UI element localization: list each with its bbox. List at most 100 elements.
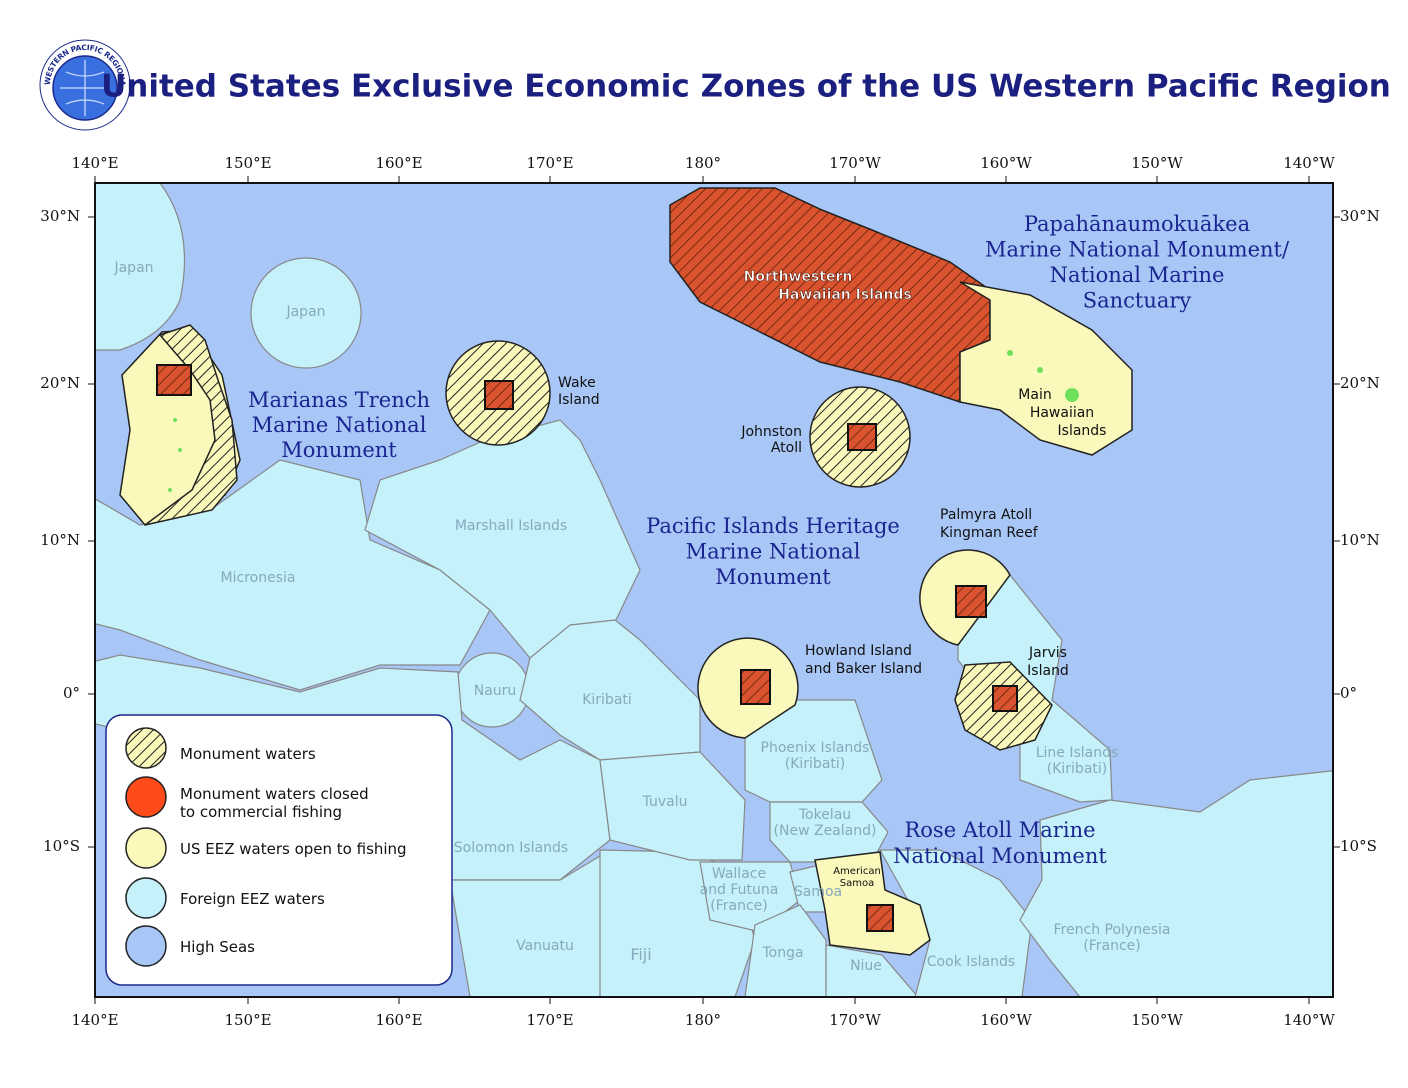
- legend-label: Foreign EEZ waters: [180, 890, 325, 908]
- legend-label-line: to commercial fishing: [180, 803, 342, 821]
- foreign-place-label: Niue: [850, 958, 882, 974]
- foreign-place-label-line: (France): [710, 898, 767, 914]
- us-place-label-line: Howland Island: [805, 643, 912, 659]
- foreign-place-label: Japan: [113, 260, 153, 276]
- foreign-place-label-line: Tuvalu: [642, 794, 688, 810]
- lat-label: 0°: [1340, 684, 1357, 702]
- legend-swatch: [125, 827, 167, 869]
- legend-box: [105, 714, 453, 986]
- lat-label: 10°S: [1340, 837, 1377, 855]
- foreign-place-label-line: Line Islands: [1036, 745, 1119, 761]
- legend: [105, 714, 453, 986]
- foreign-eez: [95, 183, 1333, 997]
- foreign-place-label-line: Nauru: [474, 683, 517, 699]
- legend-label-line: Monument waters closed: [180, 785, 369, 803]
- lon-label: 140°W: [1283, 154, 1335, 172]
- foreign-place-label: Micronesia: [221, 570, 296, 586]
- lon-label: 180°: [685, 154, 721, 172]
- monument-label-line: Marine National: [686, 539, 861, 563]
- foreign-place-label: Phoenix Islands (Kiribati): [761, 740, 870, 772]
- monument-label: Pacific Islands Heritage Marine National M…: [646, 514, 900, 589]
- lat-label: 30°N: [40, 207, 80, 225]
- foreign-place-label: Solomon Islands: [454, 840, 568, 856]
- foreign-place-label-line: (France): [1083, 938, 1140, 954]
- monument-label-line: Marine National Monument/: [985, 237, 1290, 261]
- foreign-place-label: Fiji: [630, 945, 651, 964]
- us-eez: [119, 187, 1133, 956]
- us-place-label-line: Island: [558, 392, 600, 408]
- foreign-place-label-line: Phoenix Islands: [761, 740, 870, 756]
- lon-label: 160°W: [980, 154, 1032, 172]
- lon-label: 170°E: [526, 154, 573, 172]
- foreign-place-label-line: Japan: [285, 304, 325, 320]
- us-place-label-line: Islands: [1058, 423, 1107, 439]
- foreign-place-label-line: Vanuatu: [516, 938, 574, 954]
- lon-label: 160°E: [375, 154, 422, 172]
- lon-label: 140°E: [71, 1011, 118, 1029]
- lat-label: 10°N: [40, 531, 80, 549]
- monument-label-line: Pacific Islands Heritage: [646, 514, 900, 538]
- monument-label-line: Monument: [281, 438, 397, 462]
- foreign-place-label-line: Wallace: [712, 866, 766, 882]
- us-place-label: Howland Island and Baker Island: [805, 643, 922, 677]
- legend-swatch: [125, 727, 167, 769]
- us-place-label-line: Johnston: [740, 424, 802, 440]
- us-place-label: Jarvis Island: [1027, 645, 1069, 679]
- legend-label-line: US EEZ waters open to fishing: [180, 840, 407, 858]
- monument-label-line: Sanctuary: [1083, 288, 1192, 312]
- foreign-place-label-line: Japan: [113, 260, 153, 276]
- legend-label: Monument waters: [180, 745, 316, 763]
- foreign-place-label: Vanuatu: [516, 938, 574, 954]
- lon-label: 160°E: [375, 1011, 422, 1029]
- us-place-label-line: and Baker Island: [805, 661, 922, 677]
- foreign-place-label: Tuvalu: [642, 794, 688, 810]
- foreign-place-label: Marshall Islands: [455, 518, 567, 534]
- monument-label-line: Marianas Trench: [248, 388, 430, 412]
- lat-label: 10°S: [43, 837, 80, 855]
- foreign-place-label: Wallace and Futuna (France): [700, 866, 779, 914]
- us-place-label: Northwestern Hawaiian Islands: [744, 269, 912, 303]
- foreign-place-label-line: Solomon Islands: [454, 840, 568, 856]
- us-place-label-line: Island: [1027, 663, 1069, 679]
- us-place-label-line: American: [833, 866, 881, 877]
- foreign-place-label: French Polynesia (France): [1054, 922, 1171, 954]
- foreign-place-label-line: French Polynesia: [1054, 922, 1171, 938]
- monument-label-line: National Marine: [1050, 263, 1225, 287]
- us-place-label-line: Main: [1018, 387, 1051, 403]
- us-place-label: Johnston Atoll: [740, 424, 802, 456]
- lon-label: 140°W: [1283, 1011, 1335, 1029]
- legend-swatch: [125, 925, 167, 967]
- lon-label: 150°E: [224, 1011, 271, 1029]
- lon-label: 170°E: [526, 1011, 573, 1029]
- foreign-place-label-line: (New Zealand): [774, 823, 877, 839]
- lon-label: 140°E: [71, 154, 118, 172]
- monument-label: Papahānaumokuākea Marine National Monumen…: [985, 212, 1290, 313]
- foreign-place-label-line: Marshall Islands: [455, 518, 567, 534]
- lat-label: 20°N: [1340, 374, 1380, 392]
- foreign-place-label: Kiribati: [582, 692, 632, 708]
- foreign-place-label: Japan: [285, 304, 325, 320]
- us-place-label: Main Hawaiian Islands: [1018, 387, 1106, 439]
- lon-label: 170°W: [829, 154, 881, 172]
- foreign-place-label-line: Niue: [850, 958, 882, 974]
- us-place-label-line: Hawaiian: [1030, 405, 1094, 421]
- title: United States Exclusive Economic Zones o…: [101, 69, 1391, 105]
- foreign-place-label-line: Fiji: [630, 945, 651, 964]
- us-place-label-line: Wake: [558, 375, 596, 391]
- foreign-place-label: Line Islands (Kiribati): [1036, 745, 1119, 777]
- foreign-place-label: Tonga: [761, 945, 803, 961]
- monument-label-line: Rose Atoll Marine: [904, 818, 1095, 842]
- us-place-label: Wake Island: [558, 375, 600, 408]
- monument-label-line: National Monument: [893, 844, 1107, 868]
- foreign-place-label: Cook Islands: [927, 954, 1015, 970]
- lon-label: 180°: [685, 1011, 721, 1029]
- us-place-label-line: Samoa: [840, 878, 874, 889]
- monument-label-line: Marine National: [252, 413, 427, 437]
- foreign-place-label-line: Samoa: [794, 884, 842, 900]
- lat-label: 20°N: [40, 374, 80, 392]
- foreign-place-label: Tokelau (New Zealand): [774, 807, 877, 839]
- legend-label: High Seas: [180, 938, 255, 956]
- foreign-place-label-line: Kiribati: [582, 692, 632, 708]
- us-place-label-line: Hawaiian Islands: [778, 287, 912, 303]
